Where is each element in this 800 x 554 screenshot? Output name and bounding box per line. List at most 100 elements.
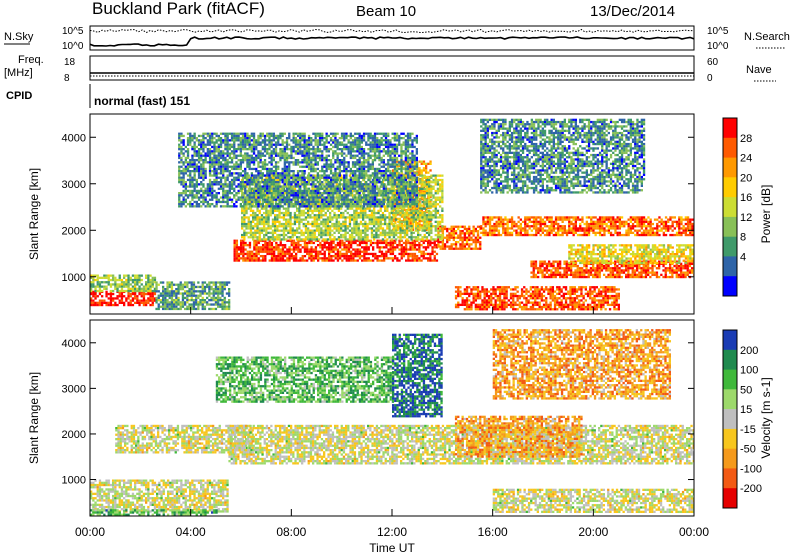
colorbar-frame [722, 117, 738, 297]
velocity-heatmap [90, 329, 694, 516]
power-colorbar-label: Power [dB] [759, 185, 773, 244]
nsky-trace [89, 36, 695, 47]
echo-band-11 [480, 118, 646, 194]
nsky-panel [89, 25, 695, 51]
freq-panel [89, 55, 695, 81]
colorbar-tick: 15 [740, 404, 752, 416]
echo-band-8 [454, 286, 620, 311]
echo-band-2 [155, 281, 231, 311]
colorbar-tick: 24 [740, 153, 752, 165]
power-ylabel: Slant Range [km] [27, 168, 41, 260]
velocity-ylabel: Slant Range [km] [27, 372, 41, 464]
echo-band-1 [90, 509, 218, 516]
colorbar-swatch [723, 216, 737, 238]
date-label: 13/Dec/2014 [590, 3, 675, 20]
cpid-value: normal (fast) 151 [94, 94, 190, 108]
colorbar-tick: 50 [740, 384, 752, 396]
velocity-y-axis: 1000 2000 3000 4000 [62, 338, 694, 487]
echo-band-3 [233, 239, 439, 262]
nave-tick-top: 60 [707, 57, 719, 68]
freq-tick-bottom: 8 [64, 73, 70, 84]
colorbar-frame [722, 329, 738, 509]
ytick-label: 2000 [62, 429, 86, 441]
nave-label: Nave [746, 64, 772, 76]
colorbar-tick: 28 [740, 133, 752, 145]
colorbar-tick: 12 [740, 212, 752, 224]
nsearch-label: N.Search [744, 31, 790, 43]
power-y-axis: 1000 2000 3000 4000 [62, 132, 694, 284]
xtick-label: 12:00 [377, 525, 407, 539]
ytick-label: 1000 [62, 475, 86, 487]
colorbar-swatch [723, 177, 737, 198]
ytick-label: 3000 [62, 179, 86, 191]
colorbar-tick: 100 [740, 365, 758, 377]
xtick-label: 20:00 [578, 525, 608, 539]
colorbar-tick: -200 [740, 483, 762, 495]
colorbar-swatch [723, 118, 737, 139]
colorbar-swatch [723, 369, 737, 390]
colorbar-swatch [723, 409, 737, 430]
colorbar-tick: -50 [740, 444, 756, 456]
colorbar-swatch [723, 236, 737, 257]
echo-band-3 [492, 488, 694, 513]
colorbar-tick: 200 [740, 345, 758, 357]
echo-band-5 [480, 216, 694, 237]
colorbar-tick: 16 [740, 192, 752, 204]
echo-band-7 [454, 415, 583, 458]
xtick-label: 16:00 [478, 525, 508, 539]
colorbar-swatch [723, 137, 737, 158]
xtick-label: 08:00 [276, 525, 306, 539]
ytick-label: 4000 [62, 338, 86, 350]
colorbar-swatch [723, 197, 737, 218]
echo-band-6 [492, 329, 671, 400]
echo-band-0 [90, 290, 157, 307]
ytick-label: 4000 [62, 132, 86, 144]
echo-band-4 [437, 225, 482, 250]
velocity-colorbar-label: Velocity [m s-1] [759, 377, 773, 458]
echo-band-0 [90, 479, 229, 513]
colorbar-swatch [723, 448, 737, 469]
power-heatmap [90, 118, 694, 311]
echo-band-1 [90, 274, 157, 293]
colorbar-tick: -15 [740, 424, 756, 436]
colorbar-swatch [723, 276, 737, 297]
colorbar-tick: 4 [740, 251, 746, 263]
ytick-label: 1000 [62, 272, 86, 284]
nsky-tick-bottom: 10^0 [62, 41, 84, 52]
freq-unit: [MHz] [4, 67, 33, 79]
colorbar-swatch [723, 389, 737, 410]
time-axis: 00:00 04:00 08:00 12:00 16:00 20:00 00:00 [75, 307, 709, 539]
echo-band-12 [568, 244, 694, 265]
nsearch-trace [89, 28, 695, 34]
beam-label: Beam 10 [356, 3, 416, 20]
power-colorbar: 28 24 20 16 12 8 4 [722, 117, 752, 297]
xtick-label: 04:00 [176, 525, 206, 539]
xtick-label: 00:00 [75, 525, 105, 539]
freq-tick-top: 18 [64, 57, 76, 68]
colorbar-swatch [723, 428, 737, 450]
nave-tick-bottom: 0 [707, 73, 713, 84]
nsearch-tick-bottom: 10^0 [707, 41, 729, 52]
ytick-label: 2000 [62, 225, 86, 237]
colorbar-swatch [723, 468, 737, 489]
echo-band-5 [392, 333, 443, 418]
xtick-label: 00:00 [679, 525, 709, 539]
nsearch-tick-top: 10^5 [707, 26, 729, 37]
colorbar-swatch [723, 157, 737, 178]
colorbar-swatch [723, 330, 737, 351]
freq-label: Freq. [18, 54, 44, 66]
colorbar-tick: 8 [740, 232, 746, 244]
colorbar-tick: 20 [740, 172, 752, 184]
time-axis-label: Time UT [369, 541, 415, 554]
echo-band-10 [178, 132, 418, 208]
nsky-label: N.Sky [4, 31, 34, 43]
colorbar-swatch [723, 349, 737, 370]
colorbar-tick: -100 [740, 463, 762, 475]
colorbar-swatch [723, 256, 737, 277]
colorbar-swatch [723, 488, 737, 509]
cpid-label: CPID [6, 90, 32, 102]
velocity-colorbar: 200 100 50 15 -15 -50 -100 -200 [722, 329, 762, 509]
station-title: Buckland Park (fitACF) [92, 0, 265, 18]
nsky-tick-top: 10^5 [62, 26, 84, 37]
